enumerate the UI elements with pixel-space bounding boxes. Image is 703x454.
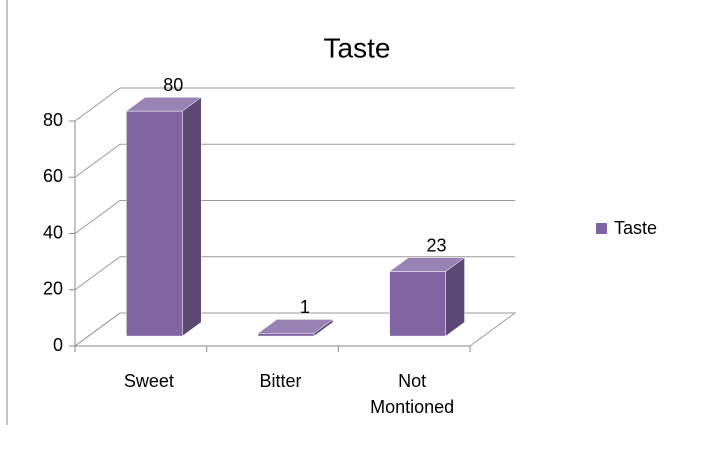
grid-line bbox=[74, 256, 121, 291]
grid-line bbox=[74, 312, 121, 347]
chart-title: Taste bbox=[324, 32, 391, 63]
bar-top bbox=[125, 96, 202, 112]
legend-swatch bbox=[596, 223, 607, 234]
bar-side bbox=[182, 96, 202, 337]
y-tick-label: 20 bbox=[43, 279, 63, 299]
bar-front bbox=[257, 333, 315, 337]
y-tick-label: 60 bbox=[43, 166, 63, 186]
legend-label: Taste bbox=[614, 218, 657, 238]
data-label: 80 bbox=[163, 75, 183, 95]
grid-line bbox=[74, 143, 121, 178]
y-tick-label: 40 bbox=[43, 222, 63, 242]
x-tick-label: Not Montioned bbox=[370, 371, 455, 417]
y-tick-label: 0 bbox=[53, 335, 63, 355]
bar-front bbox=[126, 110, 183, 337]
data-label: 1 bbox=[300, 297, 310, 317]
data-label: 23 bbox=[427, 235, 447, 255]
grid-line bbox=[74, 200, 121, 234]
x-tick-label: Sweet bbox=[123, 371, 174, 391]
bar-top bbox=[388, 257, 466, 272]
bar-front bbox=[389, 271, 446, 337]
y-tick-label: 80 bbox=[43, 110, 63, 130]
grid-line bbox=[74, 87, 121, 122]
bar-top bbox=[257, 319, 334, 334]
x-tick-label: Bitter bbox=[259, 371, 302, 391]
